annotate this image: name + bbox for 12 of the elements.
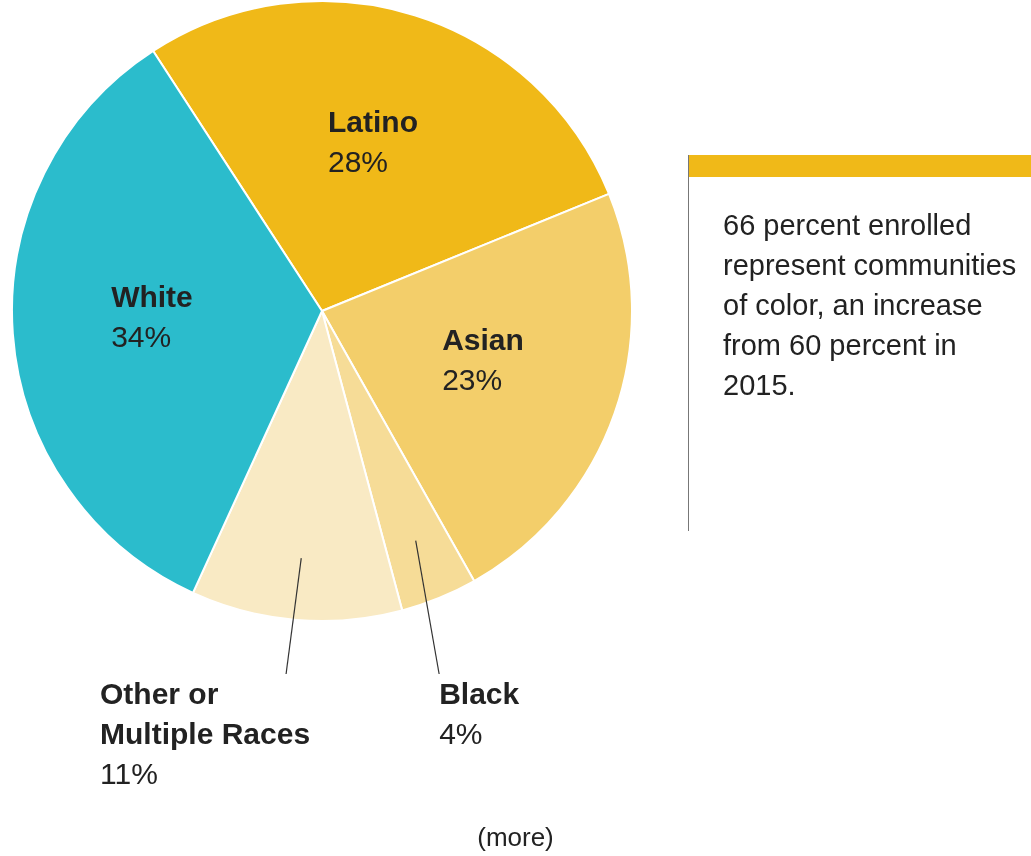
text: 66 percent enrolled represent communities of color, an increase from 60 percent in 2015. [723, 208, 1018, 403]
data-label: 34% [111, 319, 172, 353]
text: (more) [476, 822, 555, 853]
slice-label: Asian [442, 323, 524, 357]
data-label: 11% [100, 757, 158, 791]
slice-label: Black [439, 677, 520, 711]
data-label: 4% [439, 717, 483, 751]
slice-label: Latino [327, 104, 418, 138]
data-label: 23% [442, 363, 503, 397]
slice-label: White [111, 279, 193, 313]
slice-label: Other or Multiple Races [100, 677, 311, 751]
data-label: 28% [327, 144, 389, 178]
